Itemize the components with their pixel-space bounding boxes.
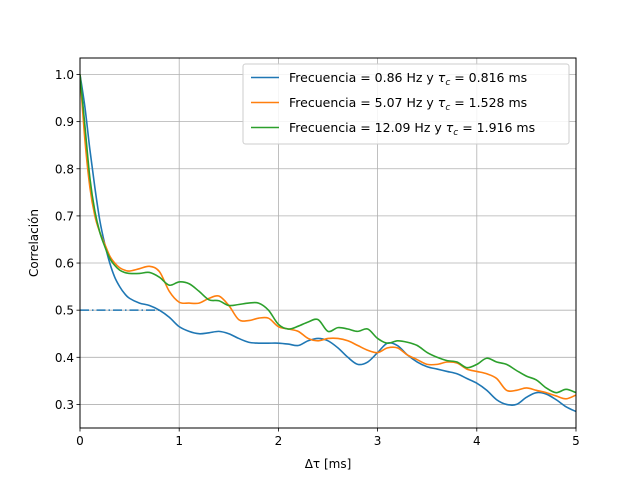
x-tick-label: 3 [374,434,382,448]
legend-label-suffix: = 1.528 ms [450,95,527,110]
tau-subscript: c [445,78,450,88]
series-line-1 [80,74,576,413]
y-tick-label: 0.8 [55,162,74,176]
x-tick-label: 1 [175,434,183,448]
y-tick-label: 1.0 [55,68,74,82]
y-tick-label: 0.5 [55,304,74,318]
plot-frame [79,57,577,429]
x-axis-label: Δτ [ms] [305,457,352,471]
series-line-2 [80,74,576,400]
legend-box [242,63,570,145]
tau-subscript: c [445,103,450,113]
y-tick-label: 0.6 [55,257,74,271]
legend-label-prefix: Frecuencia = 5.07 Hz y [289,95,438,110]
tau-symbol: τ [438,70,446,85]
axis-ticks: 0 1 2 3 4 5 0.3 0.4 0.5 0.6 0.7 0.8 0.9 1.0 [55,68,580,448]
series-layer [80,74,576,413]
legend-label-prefix: Frecuencia = 0.86 Hz y [289,70,438,85]
legend-label-1: Frecuencia = 0.86 Hz y τc = 0.816 ms [289,70,527,88]
y-axis-label: Correlación [27,209,41,277]
tau-symbol: τ [438,95,446,110]
y-tick-label: 0.7 [55,209,74,223]
series-line-3 [80,74,576,394]
legend: Frecuencia = 0.86 Hz y τc = 0.816 msFrec… [242,63,570,145]
legend-label-prefix: Frecuencia = 12.09 Hz y [289,120,446,135]
legend-label-3: Frecuencia = 12.09 Hz y τc = 1.916 ms [289,120,535,138]
x-tick-label: 5 [572,434,580,448]
legend-label-suffix: = 0.816 ms [450,70,527,85]
y-tick-label: 0.4 [55,351,74,365]
legend-label-suffix: = 1.916 ms [458,120,535,135]
x-tick-label: 2 [275,434,283,448]
legend-label-2: Frecuencia = 5.07 Hz y τc = 1.528 ms [289,95,527,113]
x-tick-label: 4 [473,434,481,448]
y-tick-label: 0.9 [55,115,74,129]
x-tick-label: 0 [76,434,84,448]
tau-symbol: τ [446,120,454,135]
tau-subscript: c [453,128,458,138]
y-tick-label: 0.3 [55,398,74,412]
